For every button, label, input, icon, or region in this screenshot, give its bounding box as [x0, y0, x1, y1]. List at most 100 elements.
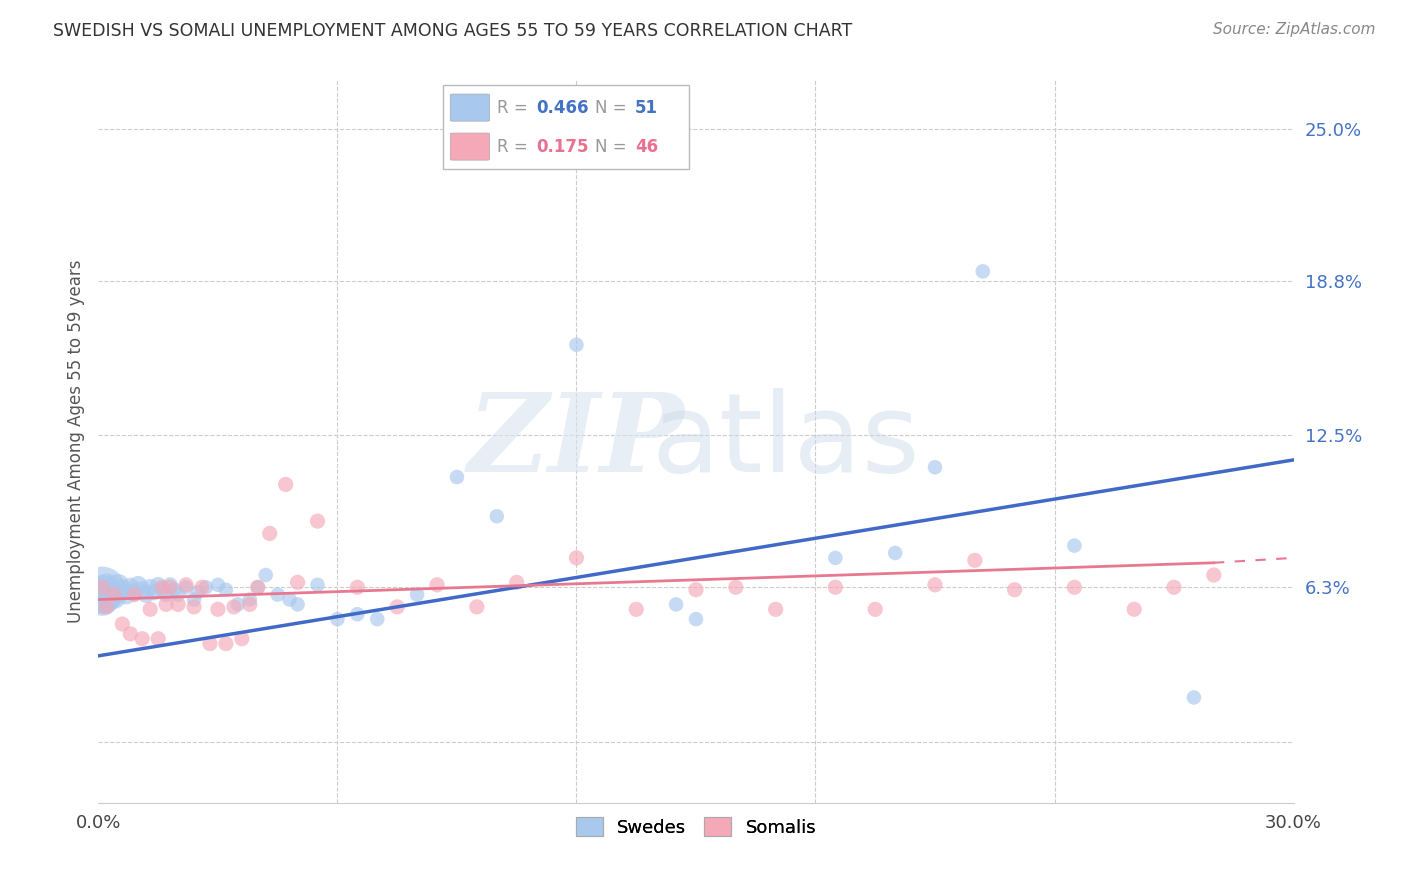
Point: [231, 632, 253, 646]
Point: [274, 477, 297, 491]
Point: [148, 632, 170, 646]
Point: [665, 598, 688, 612]
Point: [96, 599, 118, 614]
Point: [685, 582, 707, 597]
Point: [91, 580, 114, 594]
Point: [183, 592, 205, 607]
Text: N =: N =: [596, 137, 633, 155]
Point: [1182, 690, 1205, 705]
Point: [267, 588, 290, 602]
Text: 46: 46: [636, 137, 658, 155]
Point: [135, 588, 157, 602]
Point: [139, 602, 162, 616]
Text: 51: 51: [636, 99, 658, 117]
Text: 0.466: 0.466: [537, 99, 589, 117]
Y-axis label: Unemployment Among Ages 55 to 59 years: Unemployment Among Ages 55 to 59 years: [66, 260, 84, 624]
Point: [1063, 539, 1085, 553]
Text: 0.175: 0.175: [537, 137, 589, 155]
Point: [346, 607, 368, 622]
Point: [307, 514, 329, 528]
Point: [215, 637, 238, 651]
Point: [385, 599, 409, 614]
FancyBboxPatch shape: [450, 94, 489, 121]
Point: [1004, 582, 1026, 597]
Point: [191, 580, 214, 594]
Point: [246, 580, 269, 594]
Point: [167, 598, 190, 612]
Point: [150, 580, 173, 594]
Point: [222, 599, 245, 614]
Point: [278, 592, 301, 607]
Point: [239, 598, 262, 612]
Point: [626, 602, 648, 616]
Point: [107, 578, 129, 592]
Point: [1202, 568, 1225, 582]
Point: [924, 460, 946, 475]
Point: [924, 578, 946, 592]
Point: [824, 550, 846, 565]
Point: [159, 580, 181, 594]
Legend: Swedes, Somalis: Swedes, Somalis: [567, 808, 825, 846]
Point: [366, 612, 388, 626]
Point: [155, 588, 177, 602]
Point: [287, 598, 309, 612]
Point: [174, 578, 197, 592]
Point: [824, 580, 846, 594]
Point: [187, 585, 209, 599]
Text: SWEDISH VS SOMALI UNEMPLOYMENT AMONG AGES 55 TO 59 YEARS CORRELATION CHART: SWEDISH VS SOMALI UNEMPLOYMENT AMONG AGE…: [53, 22, 852, 40]
Point: [103, 590, 125, 604]
Point: [120, 627, 142, 641]
Point: [765, 602, 787, 616]
Point: [91, 588, 114, 602]
Point: [155, 598, 177, 612]
Point: [246, 580, 269, 594]
Point: [150, 582, 173, 597]
Point: [307, 578, 329, 592]
Point: [485, 509, 508, 524]
Point: [148, 578, 170, 592]
Point: [565, 550, 588, 565]
Text: R =: R =: [498, 99, 533, 117]
Point: [103, 588, 125, 602]
Point: [865, 602, 887, 616]
Point: [139, 580, 162, 594]
Point: [426, 578, 449, 592]
Point: [91, 592, 114, 607]
Point: [465, 599, 488, 614]
Point: [124, 588, 146, 602]
Point: [963, 553, 986, 567]
Point: [207, 602, 229, 616]
Text: N =: N =: [596, 99, 633, 117]
Point: [972, 264, 994, 278]
Point: [346, 580, 368, 594]
Point: [174, 580, 197, 594]
Point: [239, 592, 262, 607]
Point: [1123, 602, 1146, 616]
Point: [183, 599, 205, 614]
Point: [127, 578, 149, 592]
Point: [685, 612, 707, 626]
Point: [226, 598, 249, 612]
Point: [96, 580, 118, 594]
Point: [111, 617, 134, 632]
Point: [115, 588, 138, 602]
Point: [195, 580, 218, 594]
Point: [326, 612, 349, 626]
Point: [506, 575, 529, 590]
Point: [120, 580, 142, 594]
FancyBboxPatch shape: [443, 85, 689, 169]
Text: R =: R =: [498, 137, 533, 155]
Point: [111, 582, 134, 597]
Point: [259, 526, 281, 541]
Point: [446, 470, 468, 484]
Point: [287, 575, 309, 590]
Point: [143, 585, 166, 599]
Text: atlas: atlas: [651, 388, 920, 495]
Point: [159, 578, 181, 592]
Point: [131, 632, 153, 646]
Point: [254, 568, 277, 582]
Text: ZIP: ZIP: [468, 388, 685, 495]
Point: [124, 585, 146, 599]
Point: [215, 582, 238, 597]
Point: [198, 637, 221, 651]
